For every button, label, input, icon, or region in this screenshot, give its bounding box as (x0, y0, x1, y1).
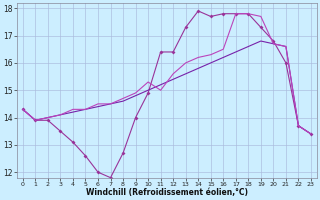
X-axis label: Windchill (Refroidissement éolien,°C): Windchill (Refroidissement éolien,°C) (86, 188, 248, 197)
